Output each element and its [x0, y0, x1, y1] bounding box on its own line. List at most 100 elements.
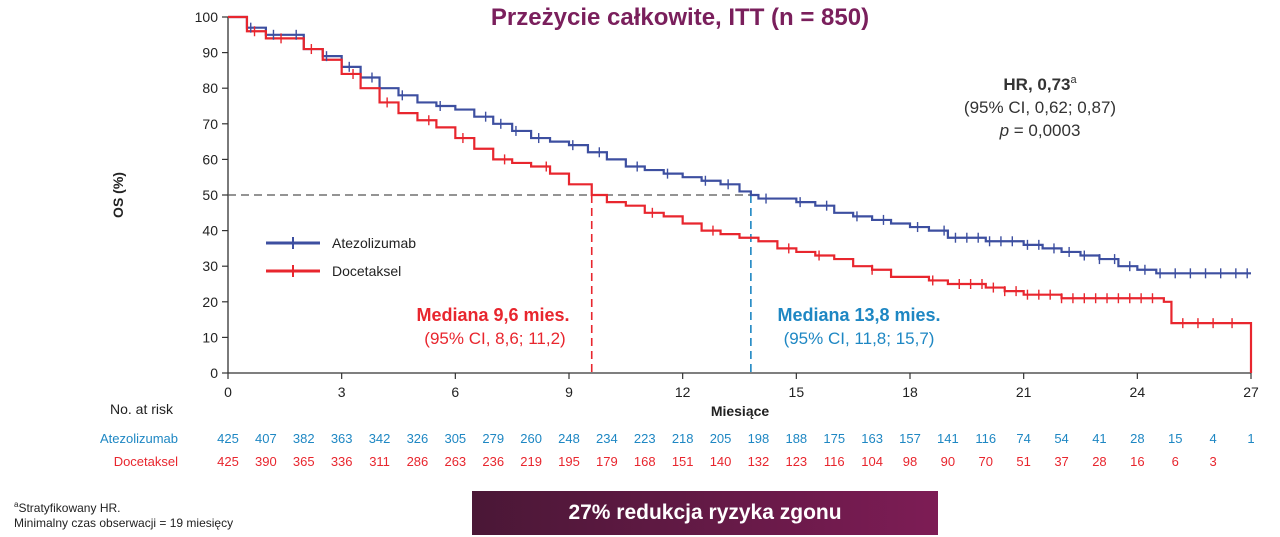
median-atezolizumab-ci: (95% CI, 11,8; 15,7) — [784, 329, 935, 348]
risk-value: 163 — [861, 431, 883, 446]
x-tick-label: 24 — [1130, 384, 1146, 400]
risk-reduction-banner: 27% redukcja ryzyka zgonu — [472, 491, 938, 535]
axes: 0 10 20 30 40 50 60 70 80 90 100 0 3 6 9 12 15 18 21 24 27 — [195, 9, 1259, 400]
risk-value: 6 — [1172, 454, 1179, 469]
risk-value: 140 — [710, 454, 732, 469]
y-tick-label: 90 — [202, 45, 218, 61]
y-tick-label: 60 — [202, 151, 218, 167]
p-value: p = 0,0003 — [999, 121, 1081, 140]
risk-value: 248 — [558, 431, 580, 446]
footnote-1: aStratyfikowany HR. — [14, 500, 120, 515]
risk-value: 425 — [217, 431, 239, 446]
risk-value: 223 — [634, 431, 656, 446]
y-tick-label: 0 — [210, 365, 218, 381]
y-tick-label: 100 — [195, 9, 219, 25]
risk-value: 390 — [255, 454, 277, 469]
risk-value: 157 — [899, 431, 921, 446]
risk-value: 205 — [710, 431, 732, 446]
risk-value: 342 — [369, 431, 391, 446]
hr-text: HR, 0,73a — [1003, 74, 1077, 94]
risk-value: 336 — [331, 454, 353, 469]
risk-value: 1 — [1247, 431, 1254, 446]
y-tick-label: 40 — [202, 223, 218, 239]
x-tick-label: 3 — [338, 384, 346, 400]
risk-value: 218 — [672, 431, 694, 446]
x-tick-label: 27 — [1243, 384, 1259, 400]
risk-value: 234 — [596, 431, 618, 446]
risk-value: 168 — [634, 454, 656, 469]
risk-value: 198 — [748, 431, 770, 446]
curve-atezolizumab — [228, 15, 1251, 275]
y-tick-label: 10 — [202, 329, 218, 345]
risk-values: 425 407 382 363 342 326 305 279 260 248 234 223 218 2… — [217, 431, 1254, 469]
risk-value: 365 — [293, 454, 315, 469]
hr-annotation: HR, 0,73a (95% CI, 0,62; 0,87) p = 0,000… — [964, 74, 1116, 140]
x-axis-label: Miesiące — [711, 403, 770, 419]
y-tick-label: 70 — [202, 116, 218, 132]
risk-table-title: No. at risk — [110, 401, 174, 417]
x-tick-label: 12 — [675, 384, 691, 400]
risk-value: 3 — [1209, 454, 1216, 469]
risk-value: 116 — [975, 431, 996, 446]
risk-value: 74 — [1016, 431, 1030, 446]
footnote-1-text: Stratyfikowany HR. — [18, 501, 121, 515]
risk-value: 260 — [520, 431, 542, 446]
risk-row-label-atezolizumab: Atezolizumab — [100, 431, 178, 446]
median-docetaksel-ci: (95% CI, 8,6; 11,2) — [424, 329, 565, 348]
x-tick-label: 9 — [565, 384, 573, 400]
risk-row-label-docetaksel: Docetaksel — [114, 454, 178, 469]
risk-value: 123 — [785, 454, 807, 469]
risk-value: 382 — [293, 431, 315, 446]
y-tick-label: 20 — [202, 294, 218, 310]
risk-value: 132 — [748, 454, 770, 469]
risk-value: 236 — [482, 454, 504, 469]
footnote-sup: a — [14, 500, 19, 509]
x-tick-label: 18 — [902, 384, 918, 400]
risk-value: 188 — [785, 431, 807, 446]
risk-value: 116 — [824, 454, 845, 469]
risk-value: 98 — [903, 454, 917, 469]
hr-ci: (95% CI, 0,62; 0,87) — [964, 98, 1116, 117]
risk-value: 311 — [369, 454, 390, 469]
risk-value: 425 — [217, 454, 239, 469]
risk-value: 151 — [672, 454, 694, 469]
risk-value: 195 — [558, 454, 580, 469]
survival-curves — [228, 15, 1253, 373]
risk-value: 54 — [1054, 431, 1068, 446]
x-tick-label: 0 — [224, 384, 232, 400]
median-docetaksel-label: Mediana 9,6 mies. — [416, 305, 569, 325]
risk-value: 141 — [937, 431, 959, 446]
y-tick-label: 80 — [202, 80, 218, 96]
risk-value: 326 — [407, 431, 429, 446]
risk-value: 279 — [482, 431, 504, 446]
median-lines — [228, 194, 752, 373]
risk-value: 28 — [1130, 431, 1144, 446]
legend-label-docetaksel: Docetaksel — [332, 263, 401, 279]
risk-value: 219 — [520, 454, 542, 469]
risk-value: 51 — [1016, 454, 1030, 469]
curve-docetaksel — [228, 15, 1253, 373]
risk-value: 175 — [823, 431, 845, 446]
censor-marks — [250, 22, 1248, 329]
legend-label-atezolizumab: Atezolizumab — [332, 235, 416, 251]
risk-value: 4 — [1209, 431, 1216, 446]
median-label-docetaksel: Mediana 9,6 mies. (95% CI, 8,6; 11,2) — [416, 305, 569, 348]
risk-value: 70 — [979, 454, 993, 469]
median-atezolizumab-label: Mediana 13,8 mies. — [777, 305, 940, 325]
risk-value: 407 — [255, 431, 277, 446]
risk-value: 15 — [1168, 431, 1182, 446]
risk-value: 363 — [331, 431, 353, 446]
risk-value: 179 — [596, 454, 618, 469]
y-tick-label: 50 — [202, 187, 218, 203]
risk-value: 41 — [1092, 431, 1106, 446]
x-tick-label: 21 — [1016, 384, 1032, 400]
risk-value: 263 — [444, 454, 466, 469]
risk-value: 305 — [444, 431, 466, 446]
risk-value: 28 — [1092, 454, 1106, 469]
chart-title: Przeżycie całkowite, ITT (n = 850) — [491, 4, 869, 31]
y-tick-label: 30 — [202, 258, 218, 274]
footnote-2: Minimalny czas obserwacji = 19 miesięcy — [14, 516, 234, 530]
x-tick-label: 15 — [789, 384, 805, 400]
risk-value: 286 — [407, 454, 429, 469]
